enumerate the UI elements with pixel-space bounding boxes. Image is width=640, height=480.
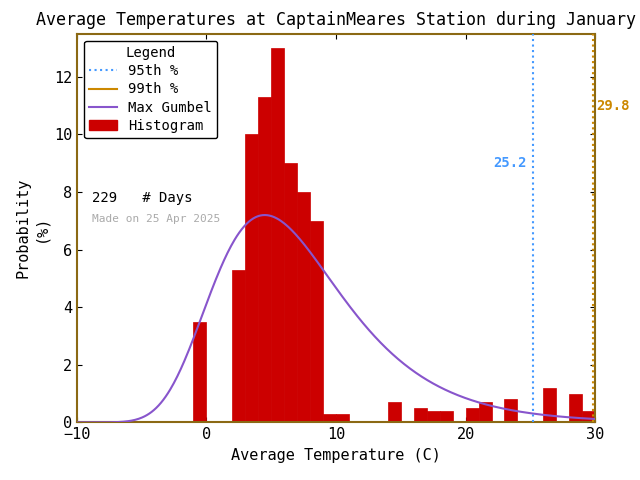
- Bar: [232, 270, 245, 422]
- Bar: [336, 414, 349, 422]
- Bar: [466, 408, 479, 422]
- Bar: [427, 411, 440, 422]
- X-axis label: Average Temperature (C): Average Temperature (C): [231, 448, 441, 463]
- Text: 229   # Days: 229 # Days: [92, 191, 193, 205]
- Bar: [284, 163, 297, 422]
- Bar: [543, 388, 556, 422]
- Bar: [259, 97, 271, 422]
- Bar: [582, 411, 595, 422]
- Text: 25.2: 25.2: [493, 156, 527, 170]
- Bar: [271, 48, 284, 422]
- Bar: [297, 192, 310, 422]
- Bar: [323, 414, 336, 422]
- Text: 29.8: 29.8: [596, 98, 630, 113]
- Text: Made on 25 Apr 2025: Made on 25 Apr 2025: [92, 215, 221, 224]
- Legend: 95th %, 99th %, Max Gumbel, Histogram: 95th %, 99th %, Max Gumbel, Histogram: [84, 40, 218, 138]
- Bar: [414, 408, 427, 422]
- Bar: [388, 402, 401, 422]
- Bar: [245, 134, 259, 422]
- Bar: [310, 221, 323, 422]
- Bar: [504, 399, 518, 422]
- Title: Average Temperatures at CaptainMeares Station during January: Average Temperatures at CaptainMeares St…: [36, 11, 636, 29]
- Bar: [570, 394, 582, 422]
- Bar: [479, 402, 492, 422]
- Y-axis label: Probability
(%): Probability (%): [16, 178, 48, 278]
- Bar: [440, 411, 452, 422]
- Bar: [193, 322, 207, 422]
